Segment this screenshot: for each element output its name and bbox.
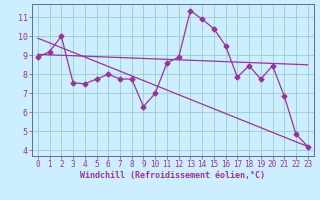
X-axis label: Windchill (Refroidissement éolien,°C): Windchill (Refroidissement éolien,°C) [80, 171, 265, 180]
